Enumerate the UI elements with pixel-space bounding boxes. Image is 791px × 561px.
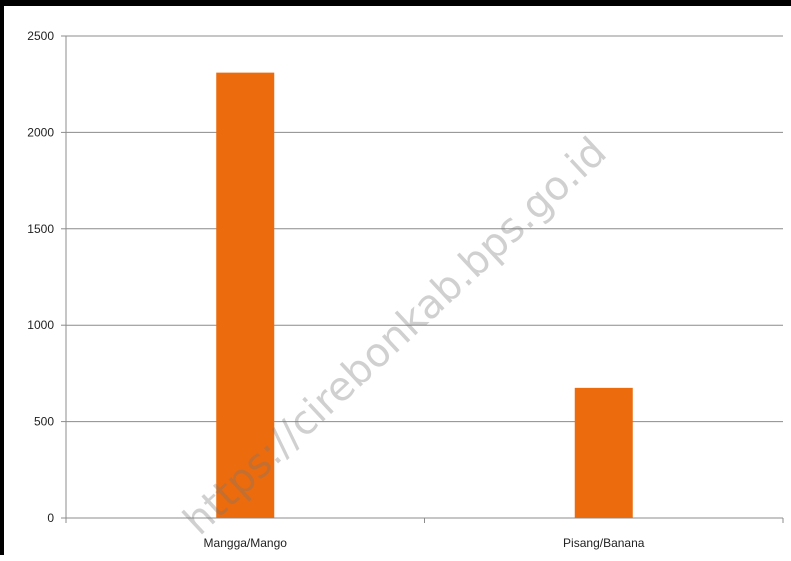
bar-chart: 0 500 1000 1500 2000 2500 Mangga/Mango Pisang/… [27, 29, 784, 550]
bars [216, 72, 633, 518]
y-tick-label: 2000 [27, 125, 54, 139]
y-tick-label: 0 [47, 511, 54, 525]
bar [574, 387, 633, 518]
y-tick-label: 2500 [27, 29, 54, 43]
bar [216, 72, 275, 518]
y-tick-label: 1500 [27, 222, 54, 236]
y-tick-labels: 0 500 1000 1500 2000 2500 [27, 29, 54, 525]
x-category-label: Pisang/Banana [563, 536, 645, 550]
gridlines [66, 35, 783, 423]
x-category-labels: Mangga/Mango Pisang/Banana [204, 536, 645, 550]
x-category-label: Mangga/Mango [204, 536, 288, 550]
axes [61, 35, 784, 523]
y-tick-label: 500 [34, 415, 54, 429]
y-tick-label: 1000 [27, 318, 54, 332]
